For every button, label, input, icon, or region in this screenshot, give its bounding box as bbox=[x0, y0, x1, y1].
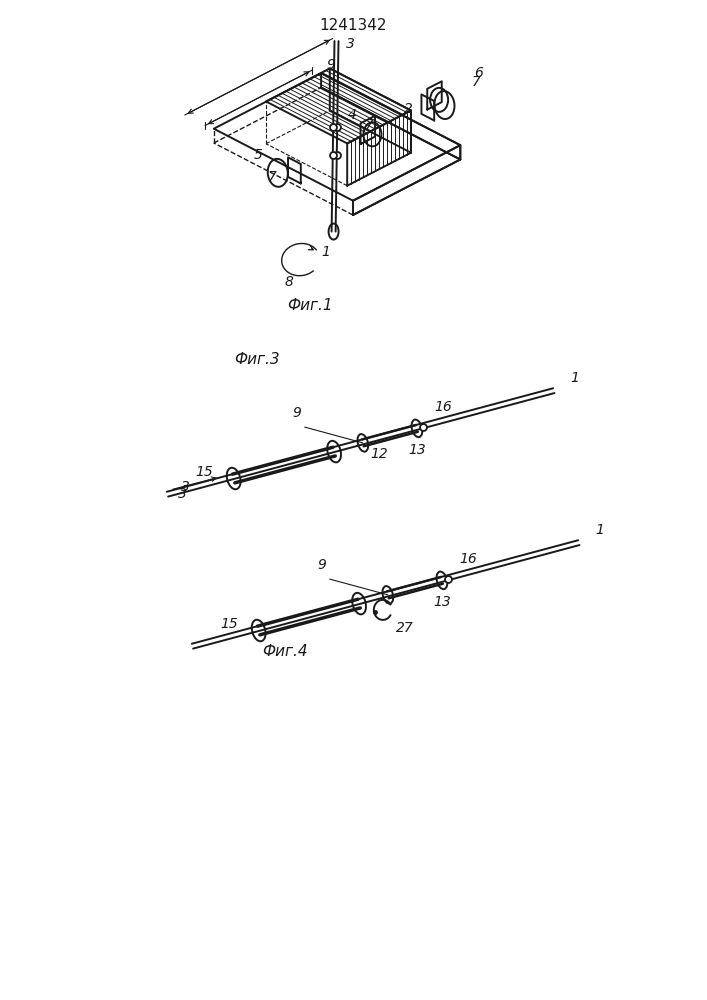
Text: Фиг.1: Фиг.1 bbox=[287, 298, 333, 312]
Text: 13: 13 bbox=[433, 595, 451, 609]
Text: 7: 7 bbox=[267, 170, 276, 184]
Text: Фиг.3: Фиг.3 bbox=[234, 353, 280, 367]
Text: 7: 7 bbox=[365, 118, 374, 132]
Text: 16: 16 bbox=[459, 552, 477, 566]
Text: 9: 9 bbox=[326, 58, 335, 72]
Text: Фиг.4: Фиг.4 bbox=[262, 645, 308, 660]
Text: 13: 13 bbox=[408, 443, 426, 457]
Text: 5: 5 bbox=[253, 148, 262, 162]
Text: 2: 2 bbox=[404, 102, 413, 116]
Text: 1: 1 bbox=[596, 523, 604, 537]
Text: 3: 3 bbox=[346, 36, 355, 50]
Text: 4: 4 bbox=[348, 108, 357, 122]
Text: 15: 15 bbox=[196, 465, 214, 479]
Text: 3: 3 bbox=[178, 487, 187, 501]
Text: 7: 7 bbox=[472, 75, 481, 89]
Text: 15: 15 bbox=[221, 617, 238, 631]
Text: 1: 1 bbox=[321, 245, 330, 259]
Text: 3: 3 bbox=[180, 480, 189, 494]
Text: 6: 6 bbox=[474, 66, 484, 80]
Text: 27: 27 bbox=[396, 621, 414, 635]
Text: 16: 16 bbox=[434, 400, 452, 414]
Text: 1241342: 1241342 bbox=[320, 17, 387, 32]
Text: 1: 1 bbox=[571, 371, 580, 385]
Text: 12: 12 bbox=[370, 447, 388, 461]
Text: 9: 9 bbox=[317, 558, 326, 572]
Text: 8: 8 bbox=[284, 275, 293, 289]
Text: 9: 9 bbox=[292, 406, 301, 420]
